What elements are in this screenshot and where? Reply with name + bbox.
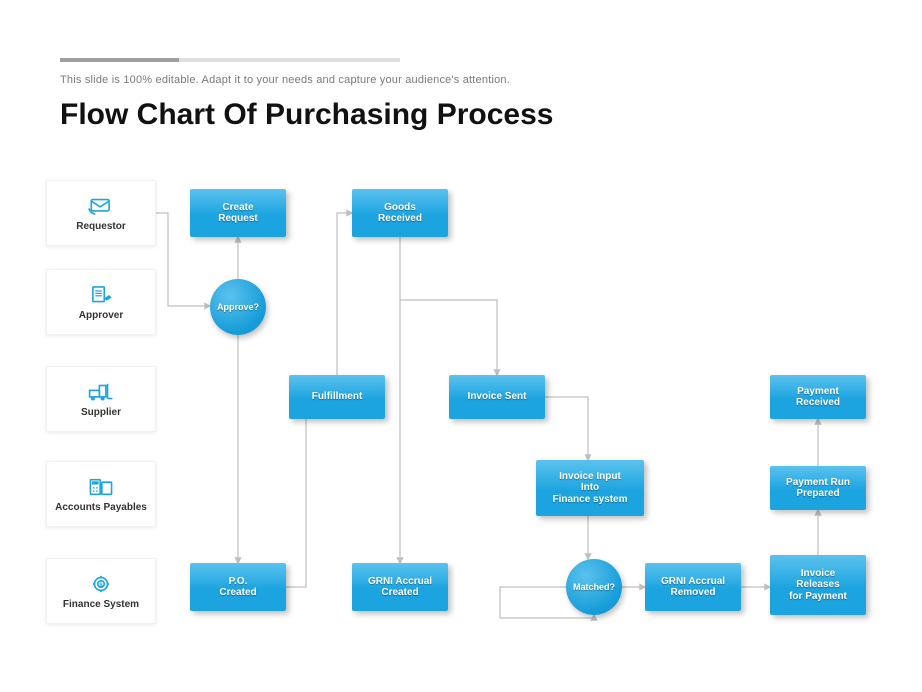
flowchart-canvas: Requestor Approver Supplier Accounts Payabl… <box>0 0 922 692</box>
step-label: P.O. Created <box>219 576 256 599</box>
edge <box>286 397 337 587</box>
edge <box>400 300 497 375</box>
forklift-icon <box>88 381 114 403</box>
lane-label: Finance System <box>63 599 139 610</box>
lane-requestor: Requestor <box>46 180 156 246</box>
step-payment_run: Payment Run Prepared <box>770 466 866 510</box>
step-label: GRNI Accrual Removed <box>661 576 725 599</box>
decision-label: Approve? <box>217 302 259 312</box>
step-label: Fulfillment <box>312 391 363 403</box>
decision-label: Matched? <box>573 582 615 592</box>
decision-matched: Matched? <box>566 559 622 615</box>
document-hand-icon <box>88 284 114 306</box>
edge <box>337 213 352 375</box>
lane-approver: Approver <box>46 269 156 335</box>
step-label: Goods Received <box>378 202 422 225</box>
step-label: Invoice Sent <box>468 391 527 403</box>
step-invoice_input: Invoice Input Into Finance system <box>536 460 644 516</box>
step-label: Payment Received <box>796 386 840 409</box>
step-invoice_sent: Invoice Sent <box>449 375 545 419</box>
lane-label: Supplier <box>81 407 121 418</box>
lane-payables: Accounts Payables <box>46 461 156 527</box>
step-label: Invoice Releases for Payment <box>789 568 847 603</box>
step-label: Payment Run Prepared <box>786 477 850 500</box>
step-grni_removed: GRNI Accrual Removed <box>645 563 741 611</box>
step-payment_received: Payment Received <box>770 375 866 419</box>
step-grni_created: GRNI Accrual Created <box>352 563 448 611</box>
step-label: Create Request <box>218 202 257 225</box>
lane-label: Requestor <box>76 221 125 232</box>
edge <box>545 397 588 460</box>
step-create_request: Create Request <box>190 189 286 237</box>
step-po_created: P.O. Created <box>190 563 286 611</box>
lane-supplier: Supplier <box>46 366 156 432</box>
lane-label: Accounts Payables <box>55 502 147 513</box>
step-invoice_release: Invoice Releases for Payment <box>770 555 866 615</box>
step-fulfillment: Fulfillment <box>289 375 385 419</box>
decision-approve: Approve? <box>210 279 266 335</box>
lane-label: Approver <box>79 310 123 321</box>
step-label: GRNI Accrual Created <box>368 576 432 599</box>
lane-finance: $ Finance System <box>46 558 156 624</box>
envelope-phone-icon <box>88 195 114 217</box>
gear-dollar-icon: $ <box>88 573 114 595</box>
step-goods_received: Goods Received <box>352 189 448 237</box>
calculator-doc-icon <box>88 476 114 498</box>
step-label: Invoice Input Into Finance system <box>552 471 627 506</box>
